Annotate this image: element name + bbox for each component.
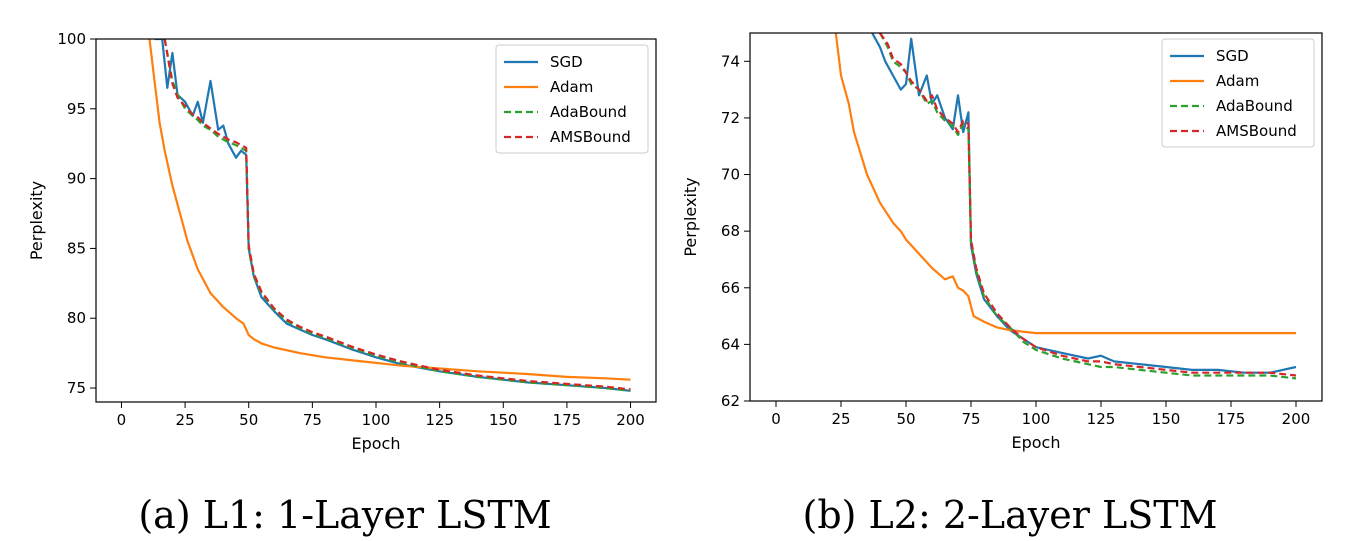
- x-tick-label: 125: [425, 411, 454, 429]
- series-group: [148, 39, 631, 392]
- y-axis-label: Perplexity: [27, 181, 46, 260]
- series-line-adam: [148, 39, 631, 381]
- chart-l1-1-layer-lstm: 0 25 50 75 100 125 150 175 200 75 80 85 90 95 100 Epoch…: [27, 30, 657, 537]
- legend-entry-adabound: AdaBound: [1216, 97, 1293, 115]
- chart-l2-2-layer-lstm: 0 25 50 75 100 125 150 175 200 62 64 66 68 70 72 74 Epoc…: [681, 32, 1323, 537]
- x-tick-label: 0: [117, 411, 127, 429]
- x-tick-label: 100: [362, 411, 391, 429]
- x-tick-label: 50: [239, 411, 258, 429]
- x-axis-label: Epoch: [1012, 433, 1061, 452]
- x-tick-label: 0: [771, 410, 781, 428]
- x-tick-label: 125: [1087, 410, 1116, 428]
- y-tick-label: 62: [721, 392, 740, 410]
- x-tick-label: 75: [303, 411, 322, 429]
- legend-entry-adam: Adam: [1216, 72, 1259, 90]
- chart-caption: (a) L1: 1-Layer LSTM: [138, 493, 551, 537]
- x-tick-label: 200: [1282, 410, 1311, 428]
- y-tick-label: 74: [721, 52, 740, 70]
- y-tick-label: 75: [67, 379, 86, 397]
- x-tick-label: 25: [176, 411, 195, 429]
- x-axis-label: Epoch: [352, 434, 401, 453]
- y-tick-label: 64: [721, 335, 740, 353]
- x-tick-label: 150: [1152, 410, 1181, 428]
- y-tick-label: 90: [67, 170, 86, 188]
- series-line-adam: [834, 33, 1296, 335]
- series-line-amsbound: [879, 33, 1297, 377]
- y-tick-label: 66: [721, 279, 740, 297]
- y-tick-label: 100: [57, 30, 86, 48]
- x-tick-label: 50: [896, 410, 915, 428]
- x-tick-label: 25: [831, 410, 850, 428]
- legend-entry-sgd: SGD: [1216, 47, 1249, 65]
- legend-entry-adabound: AdaBound: [550, 103, 627, 121]
- series-group: [834, 33, 1297, 380]
- x-tick-label: 175: [553, 411, 582, 429]
- chart-caption: (b) L2: 2-Layer LSTM: [803, 493, 1218, 537]
- y-tick-label: 85: [67, 239, 86, 257]
- y-tick-label: 68: [721, 222, 740, 240]
- legend-entry-sgd: SGD: [550, 53, 583, 71]
- legend: SGD Adam AdaBound AMSBound: [495, 44, 649, 154]
- legend-entry-amsbound: AMSBound: [550, 128, 631, 146]
- y-tick-label: 95: [67, 100, 86, 118]
- legend: SGD Adam AdaBound AMSBound: [1161, 38, 1315, 148]
- legend-entry-adam: Adam: [550, 78, 593, 96]
- legend-entry-amsbound: AMSBound: [1216, 122, 1297, 140]
- y-tick-label: 80: [67, 309, 86, 327]
- y-tick-label: 70: [721, 166, 740, 184]
- x-tick-label: 175: [1217, 410, 1246, 428]
- series-line-amsbound: [163, 39, 631, 391]
- x-tick-label: 75: [961, 410, 980, 428]
- series-line-adabound: [163, 39, 631, 392]
- y-tick-label: 72: [721, 109, 740, 127]
- x-tick-label: 150: [489, 411, 518, 429]
- y-axis-label: Perplexity: [681, 177, 700, 256]
- x-tick-label: 200: [616, 411, 645, 429]
- x-tick-label: 100: [1022, 410, 1051, 428]
